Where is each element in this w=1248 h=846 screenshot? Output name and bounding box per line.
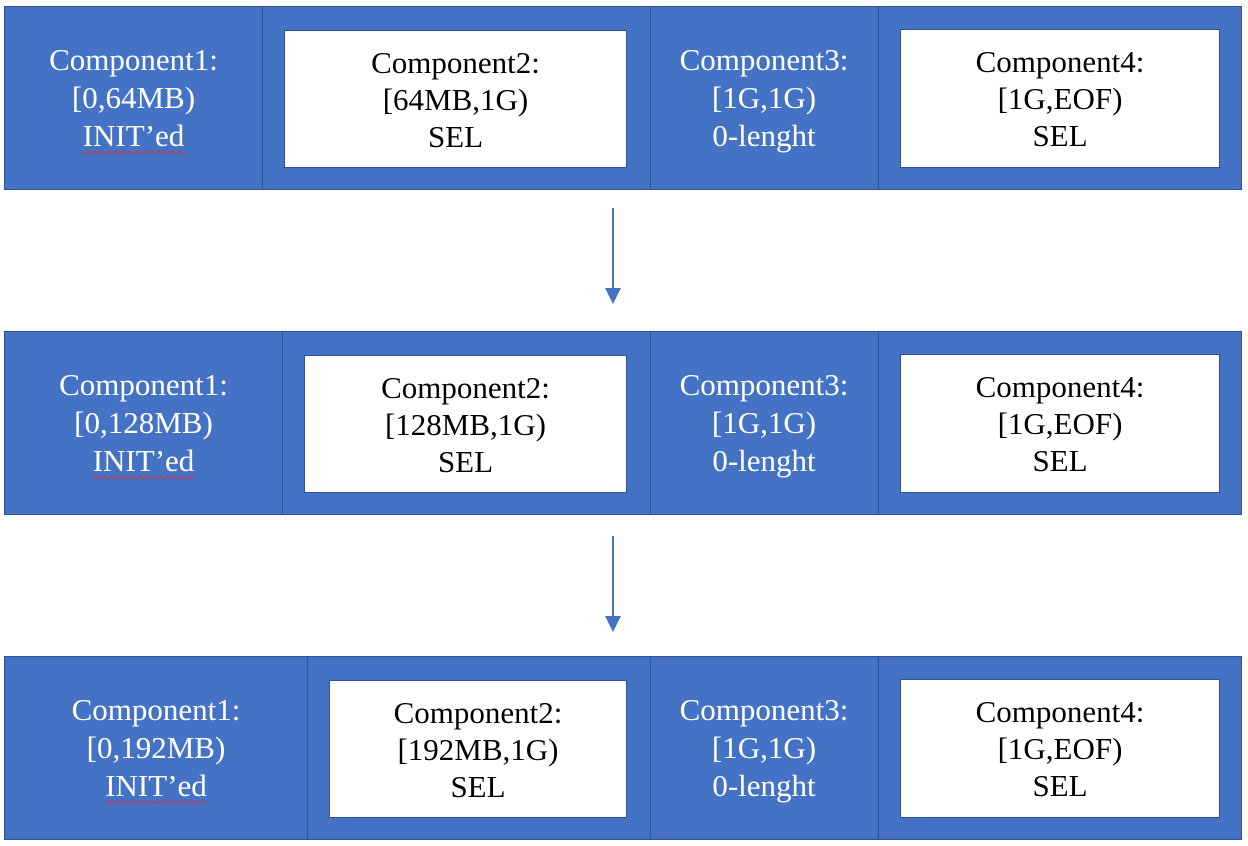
component3-range: [1G,1G) [711, 80, 817, 115]
component3-range: [1G,1G) [711, 405, 817, 440]
layout-row-1: Component1: [0,64MB) INIT’ed Component2:… [4, 6, 1242, 190]
divider [307, 657, 308, 839]
component1-cell: Component1: [0,64MB) INIT’ed [5, 7, 262, 189]
component2-title: Component2: [381, 369, 550, 405]
component1-state: INIT’ed [82, 118, 185, 153]
component1-title: Component1: [59, 367, 228, 402]
component3-state: 0-lenght [712, 443, 816, 478]
component2-state: SEL [437, 443, 494, 479]
divider [878, 332, 879, 514]
component3-title: Component3: [679, 42, 849, 77]
component3-cell: Component3: [1G,1G) 0-lenght [650, 657, 878, 839]
component4-title: Component4: [975, 44, 1145, 79]
component2-box: Component2: [128MB,1G) SEL [304, 355, 627, 493]
divider [650, 657, 651, 839]
component4-box: Component4: [1G,EOF) SEL [900, 29, 1220, 168]
component4-state: SEL [1032, 443, 1088, 478]
layout-row-2: Component1: [0,128MB) INIT’ed Component2… [4, 331, 1242, 515]
down-arrow-icon [605, 536, 621, 632]
component4-title: Component4: [975, 369, 1145, 404]
component4-box: Component4: [1G,EOF) SEL [900, 679, 1220, 818]
component1-range: [0,128MB) [74, 405, 213, 440]
component4-state: SEL [1032, 118, 1088, 153]
component1-title: Component1: [71, 692, 241, 727]
component1-range: [0,64MB) [71, 80, 196, 115]
component2-range: [64MB,1G) [382, 81, 529, 117]
component2-range: [128MB,1G) [384, 406, 547, 442]
component1-state: INIT’ed [105, 768, 207, 803]
component2-box: Component2: [192MB,1G) SEL [329, 680, 627, 818]
component3-state: 0-lenght [712, 118, 816, 153]
component2-range: [192MB,1G) [397, 731, 559, 767]
divider [262, 7, 263, 189]
component1-state: INIT’ed [92, 443, 195, 478]
component2-title: Component2: [371, 44, 540, 80]
component2-state: SEL [450, 768, 506, 804]
component3-range: [1G,1G) [711, 730, 817, 765]
component1-title: Component1: [49, 42, 218, 77]
component4-range: [1G,EOF) [997, 406, 1123, 441]
component4-range: [1G,EOF) [997, 81, 1123, 116]
component4-range: [1G,EOF) [997, 731, 1123, 766]
divider [878, 657, 879, 839]
component1-range: [0,192MB) [86, 730, 226, 765]
component3-cell: Component3: [1G,1G) 0-lenght [650, 7, 878, 189]
component1-cell: Component1: [0,192MB) INIT’ed [5, 657, 307, 839]
component2-title: Component2: [393, 694, 563, 730]
down-arrow-icon [605, 208, 621, 304]
component3-title: Component3: [679, 367, 849, 402]
layout-row-3: Component1: [0,192MB) INIT’ed Component2… [4, 656, 1242, 840]
component3-title: Component3: [679, 692, 849, 727]
component2-state: SEL [427, 118, 484, 154]
component1-cell: Component1: [0,128MB) INIT’ed [5, 332, 282, 514]
component3-cell: Component3: [1G,1G) 0-lenght [650, 332, 878, 514]
component4-box: Component4: [1G,EOF) SEL [900, 354, 1220, 493]
component4-title: Component4: [975, 694, 1145, 729]
divider [650, 7, 651, 189]
divider [878, 7, 879, 189]
component4-state: SEL [1032, 768, 1088, 803]
component3-state: 0-lenght [712, 768, 816, 803]
divider [650, 332, 651, 514]
component2-box: Component2: [64MB,1G) SEL [284, 30, 627, 168]
divider [282, 332, 283, 514]
